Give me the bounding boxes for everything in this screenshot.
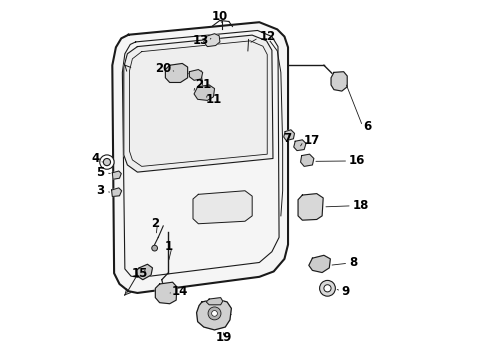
Circle shape <box>319 280 335 296</box>
Text: 13: 13 <box>193 33 209 47</box>
Text: 18: 18 <box>353 199 369 212</box>
Text: 8: 8 <box>349 256 357 269</box>
Polygon shape <box>298 194 323 220</box>
Polygon shape <box>193 191 252 224</box>
Text: 14: 14 <box>172 285 188 298</box>
Polygon shape <box>112 22 288 293</box>
Polygon shape <box>309 255 330 273</box>
Text: 5: 5 <box>96 166 104 179</box>
Text: 17: 17 <box>304 134 320 147</box>
Polygon shape <box>155 282 177 304</box>
Text: 2: 2 <box>151 216 159 230</box>
Text: 21: 21 <box>195 78 211 91</box>
Circle shape <box>208 307 221 320</box>
Circle shape <box>212 311 218 316</box>
Polygon shape <box>300 154 314 166</box>
Text: 1: 1 <box>165 240 173 253</box>
Circle shape <box>324 285 331 292</box>
Circle shape <box>103 158 111 166</box>
Polygon shape <box>194 85 215 100</box>
Polygon shape <box>204 34 220 46</box>
Circle shape <box>152 245 157 251</box>
Polygon shape <box>294 140 306 150</box>
Polygon shape <box>137 264 152 280</box>
Polygon shape <box>206 298 223 305</box>
Text: 6: 6 <box>364 120 371 133</box>
Text: 12: 12 <box>259 30 275 43</box>
Polygon shape <box>284 130 294 140</box>
Text: 20: 20 <box>155 62 172 75</box>
Polygon shape <box>112 188 122 197</box>
Circle shape <box>100 155 114 169</box>
Polygon shape <box>166 63 188 82</box>
Polygon shape <box>124 35 273 172</box>
Text: 7: 7 <box>284 132 292 145</box>
Text: 9: 9 <box>342 285 350 298</box>
Text: 19: 19 <box>215 331 232 344</box>
Polygon shape <box>331 72 347 91</box>
Text: 4: 4 <box>92 152 100 165</box>
Text: 16: 16 <box>349 154 366 167</box>
Text: 15: 15 <box>132 267 148 280</box>
Text: 10: 10 <box>212 10 228 23</box>
Text: 3: 3 <box>97 184 104 197</box>
Polygon shape <box>190 69 203 80</box>
Polygon shape <box>196 299 231 330</box>
Text: 11: 11 <box>205 93 222 106</box>
Polygon shape <box>112 171 122 179</box>
